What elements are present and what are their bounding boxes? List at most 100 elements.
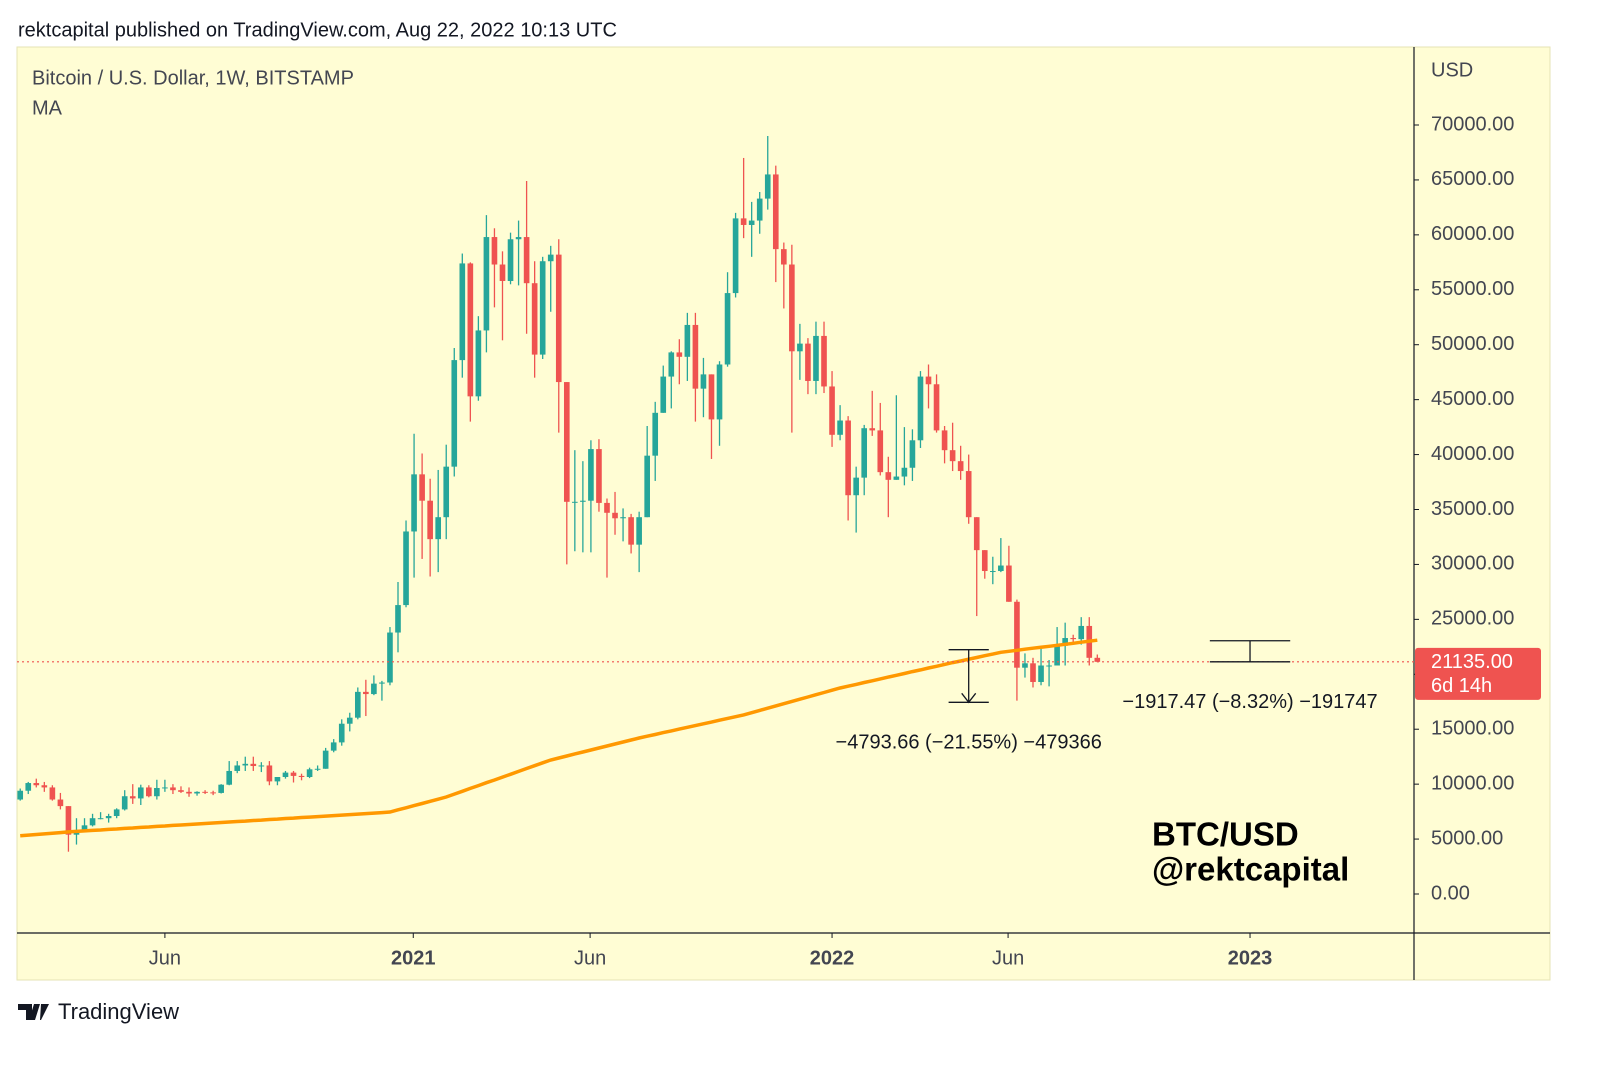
candle-body: [154, 787, 160, 797]
y-tick-label: 30000.00: [1431, 553, 1514, 575]
plot: [17, 135, 1101, 852]
y-tick-label: 35000.00: [1431, 498, 1514, 520]
candle-body: [113, 809, 120, 817]
candle-body: [764, 174, 771, 199]
y-tick-label: 0.00: [1431, 882, 1470, 904]
candle-body: [387, 632, 393, 683]
countdown-label: 6d 14h: [1431, 675, 1492, 697]
candle-body: [266, 765, 273, 782]
candle-body: [805, 343, 811, 381]
candle-body: [282, 772, 289, 778]
x-tick-label: Jun: [574, 947, 606, 969]
candle-body: [684, 324, 691, 357]
candle-body: [612, 512, 618, 519]
candle-body: [137, 787, 144, 799]
candle-body: [909, 440, 916, 468]
candle-body: [475, 330, 482, 397]
candle-body: [652, 412, 659, 456]
candle-body: [105, 816, 112, 819]
candle-body: [636, 517, 642, 545]
candle-body: [459, 263, 466, 361]
candle-body: [363, 691, 369, 695]
watermark: BTC/USD: [1152, 816, 1299, 853]
candle-body: [226, 770, 233, 785]
candle-body: [427, 500, 433, 540]
candle-body: [869, 428, 876, 431]
candle-body: [877, 430, 884, 473]
last-price-label: 21135.00: [1431, 651, 1513, 673]
candle-body: [925, 376, 932, 385]
candle-body: [483, 237, 490, 331]
candle-body: [772, 174, 779, 250]
candle-body: [692, 324, 699, 389]
candle-body: [580, 500, 586, 502]
candle-body: [89, 818, 96, 826]
candle-body: [467, 263, 474, 397]
y-tick-label: 10000.00: [1431, 772, 1514, 794]
measure-label: −1917.47 (−8.32%) −191747: [1122, 691, 1377, 713]
candle-body: [146, 787, 152, 797]
candle-body: [539, 261, 546, 355]
candle-body: [330, 742, 337, 751]
candle-body: [941, 430, 948, 451]
candle-body: [660, 376, 667, 413]
candle-body: [1070, 638, 1077, 640]
footer: TradingView: [58, 999, 179, 1024]
candle-body: [588, 449, 594, 501]
candle-body: [515, 237, 522, 240]
candle-body: [129, 796, 136, 799]
tradingview-logo: TradingView: [18, 999, 179, 1024]
y-tick-label: 70000.00: [1431, 113, 1514, 135]
candle-body: [210, 792, 216, 794]
candle-body: [250, 763, 257, 767]
y-tick-label: 5000.00: [1431, 827, 1503, 849]
candle-body: [572, 501, 578, 503]
measure-label: −4793.66 (−21.55%) −479366: [836, 732, 1102, 754]
candle-body: [748, 220, 755, 225]
candle-body: [371, 683, 377, 695]
candle-body: [242, 763, 249, 766]
candle-body: [837, 420, 843, 435]
watermark: @rektcapital: [1152, 851, 1349, 888]
candle-body: [861, 428, 868, 478]
candle-body: [957, 461, 964, 472]
y-tick-label: 25000.00: [1431, 608, 1514, 630]
candle-body: [708, 374, 715, 420]
y-tick-label: 45000.00: [1431, 388, 1514, 410]
candle-body: [781, 249, 787, 265]
candle-body: [644, 455, 650, 518]
candle-body: [178, 790, 184, 792]
candle-body: [732, 218, 739, 294]
candle-body: [531, 283, 538, 355]
x-tick-label: 2022: [810, 947, 855, 969]
chart-title: Bitcoin / U.S. Dollar, 1W, BITSTAMP: [32, 67, 354, 89]
candle-body: [1046, 665, 1052, 667]
candle-body: [547, 254, 554, 262]
candle-body: [97, 818, 104, 820]
candle-body: [419, 474, 425, 501]
x-tick-label: Jun: [992, 947, 1024, 969]
candle-body: [314, 768, 321, 770]
candle-body: [379, 682, 385, 684]
candle-body: [57, 799, 64, 807]
y-tick-label: 15000.00: [1431, 717, 1514, 739]
candle-body: [162, 787, 168, 789]
chart-background: [16, 46, 1551, 981]
candle-body: [1038, 665, 1044, 682]
candle-body: [435, 517, 442, 540]
candle-body: [604, 502, 610, 513]
y-axis-label: USD: [1431, 59, 1473, 81]
candle-body: [499, 264, 506, 281]
x-tick-label: 2023: [1228, 947, 1273, 969]
candle-body: [933, 384, 940, 431]
y-tick-label: 50000.00: [1431, 333, 1514, 355]
candle-body: [829, 386, 835, 435]
candle-body: [789, 264, 795, 352]
candle-body: [949, 450, 956, 462]
candle-body: [194, 791, 200, 794]
header: rektcapital published on TradingView.com…: [18, 19, 617, 41]
ma-line: [20, 638, 1098, 838]
candle-body: [821, 335, 827, 387]
